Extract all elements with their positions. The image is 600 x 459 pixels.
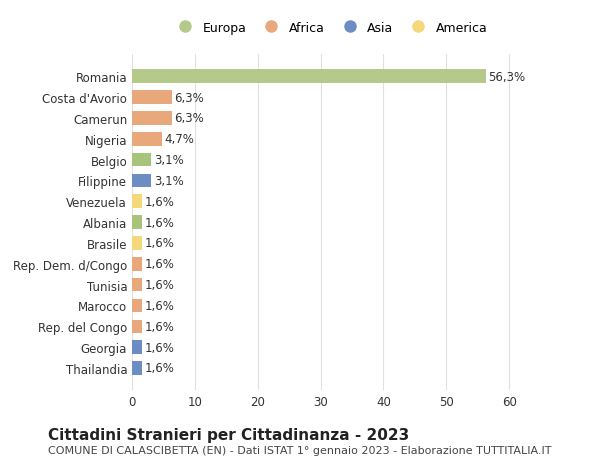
Text: 1,6%: 1,6% <box>145 257 175 271</box>
Text: 1,6%: 1,6% <box>145 216 175 229</box>
Text: COMUNE DI CALASCIBETTA (EN) - Dati ISTAT 1° gennaio 2023 - Elaborazione TUTTITAL: COMUNE DI CALASCIBETTA (EN) - Dati ISTAT… <box>48 445 551 455</box>
Text: 56,3%: 56,3% <box>488 71 526 84</box>
Text: 1,6%: 1,6% <box>145 279 175 291</box>
Bar <box>132 278 142 292</box>
Bar <box>132 320 142 333</box>
Text: 1,6%: 1,6% <box>145 320 175 333</box>
Text: 1,6%: 1,6% <box>145 341 175 354</box>
Bar <box>132 70 486 84</box>
Text: 4,7%: 4,7% <box>164 133 194 146</box>
Bar <box>132 299 142 313</box>
Bar <box>132 174 151 188</box>
Bar <box>132 361 142 375</box>
Text: 1,6%: 1,6% <box>145 196 175 208</box>
Bar <box>132 216 142 230</box>
Text: 6,3%: 6,3% <box>174 91 204 104</box>
Text: 1,6%: 1,6% <box>145 237 175 250</box>
Text: 3,1%: 3,1% <box>154 154 184 167</box>
Bar <box>132 237 142 250</box>
Legend: Europa, Africa, Asia, America: Europa, Africa, Asia, America <box>169 18 491 38</box>
Text: Cittadini Stranieri per Cittadinanza - 2023: Cittadini Stranieri per Cittadinanza - 2… <box>48 427 409 442</box>
Text: 1,6%: 1,6% <box>145 299 175 312</box>
Text: 3,1%: 3,1% <box>154 174 184 188</box>
Bar <box>132 133 161 146</box>
Bar <box>132 257 142 271</box>
Text: 6,3%: 6,3% <box>174 112 204 125</box>
Bar <box>132 153 151 167</box>
Bar <box>132 112 172 125</box>
Bar <box>132 91 172 105</box>
Bar <box>132 341 142 354</box>
Text: 1,6%: 1,6% <box>145 362 175 375</box>
Bar <box>132 195 142 208</box>
